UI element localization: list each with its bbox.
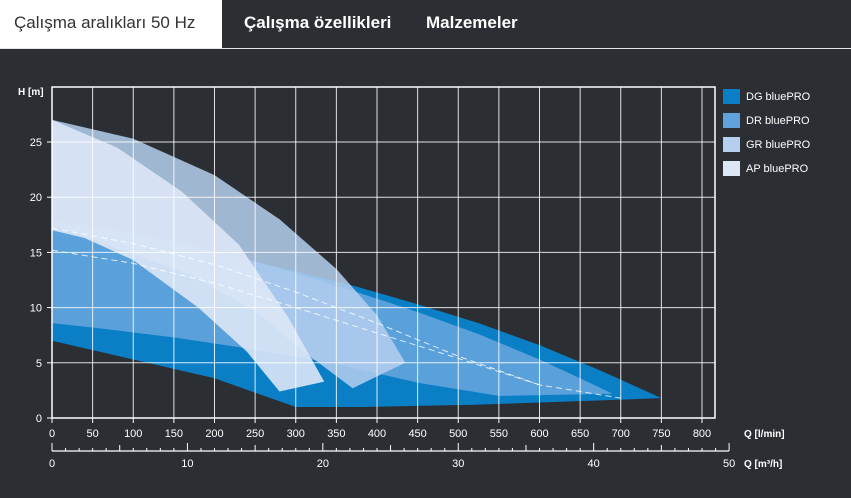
secondary-x-tick-label: 10: [181, 458, 193, 470]
y-tick-label: 10: [30, 303, 42, 315]
x-tick-label: 50: [87, 428, 99, 440]
secondary-x-tick-label: 20: [317, 458, 329, 470]
legend-swatch: [723, 89, 740, 104]
x-tick-label: 500: [449, 428, 467, 440]
x-tick-label: 100: [124, 428, 142, 440]
legend-swatch: [723, 161, 740, 176]
secondary-x-tick-label: 30: [452, 458, 464, 470]
y-tick-label: 0: [36, 413, 42, 425]
x-tick-label: 150: [165, 428, 183, 440]
x-tick-label: 750: [652, 428, 670, 440]
secondary-x-tick-label: 0: [49, 458, 55, 470]
y-tick-label: 20: [30, 192, 42, 204]
tab-operating-ranges[interactable]: Çalışma aralıkları 50 Hz: [0, 0, 222, 48]
x-tick-label: 250: [246, 428, 264, 440]
secondary-x-axis-label: Q [m³/h]: [744, 459, 782, 470]
x-axis-label: Q [l/min]: [744, 429, 785, 440]
chart-legend: DG bluePRO DR bluePRO GR bluePRO AP bluePRO: [723, 89, 811, 176]
legend-label: DG bluePRO: [746, 91, 811, 103]
x-tick-label: 600: [530, 428, 548, 440]
x-tick-label: 200: [205, 428, 223, 440]
x-tick-label: 300: [287, 428, 305, 440]
chart-grid: [51, 86, 716, 419]
legend-swatch: [723, 137, 740, 152]
y-tick-label: 15: [30, 247, 42, 259]
y-tick-label: 25: [30, 137, 42, 149]
legend-label: DR bluePRO: [746, 115, 810, 127]
y-tick-label: 5: [36, 358, 42, 370]
tab-bar: Çalışma aralıkları 50 Hz Çalışma özellik…: [0, 0, 851, 49]
legend-label: GR bluePRO: [746, 139, 811, 151]
x-tick-label: 450: [408, 428, 426, 440]
secondary-x-tick-label: 40: [588, 458, 600, 470]
x-tick-label: 350: [327, 428, 345, 440]
tab-operating-features[interactable]: Çalışma özellikleri: [244, 13, 392, 32]
legend-label: AP bluePRO: [746, 163, 809, 175]
series-area-ap-bluepro: [52, 119, 325, 392]
x-tick-label: 400: [368, 428, 386, 440]
x-tick-label: 700: [612, 428, 630, 440]
y-axis-label: H [m]: [18, 87, 44, 98]
x-tick-label: 800: [693, 428, 711, 440]
x-tick-label: 550: [490, 428, 508, 440]
x-tick-label: 650: [571, 428, 589, 440]
x-tick-label: 0: [49, 428, 55, 440]
legend-swatch: [723, 113, 740, 128]
secondary-x-tick-label: 50: [723, 458, 735, 470]
tab-materials[interactable]: Malzemeler: [426, 13, 518, 32]
